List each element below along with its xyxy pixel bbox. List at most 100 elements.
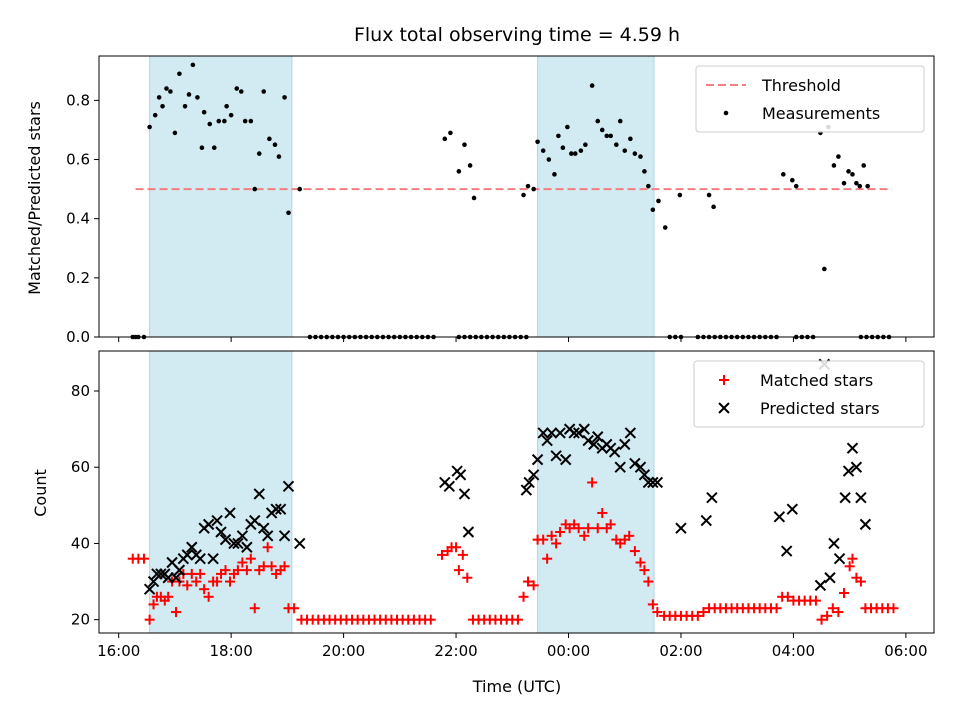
predicted-star-point: [170, 572, 182, 584]
predicted-star-point-b: [824, 572, 836, 584]
predicted-star-point-b: [675, 522, 687, 534]
predicted-star-point-b: [224, 507, 236, 519]
predicted-star-point-b: [588, 438, 600, 451]
matched-star-point: [425, 614, 436, 625]
predicted-star-point-b: [194, 552, 206, 565]
matched-star-point: [212, 576, 223, 587]
predicted-star-point-b: [855, 492, 867, 504]
matched-star-point: [698, 607, 709, 618]
predicted-star-point: [527, 469, 540, 481]
matched-star-point: [822, 610, 833, 621]
matched-star-point: [639, 565, 650, 576]
predicted-star-point: [675, 522, 687, 534]
observing-window-2: [537, 350, 655, 634]
predicted-star-point-b: [537, 427, 549, 439]
predicted-star-point-b: [592, 431, 604, 443]
predicted-star-point: [814, 579, 827, 592]
measurement-point: [608, 133, 613, 139]
measurement-point: [156, 95, 162, 100]
predicted-star-point: [780, 545, 793, 557]
measurement-point: [234, 86, 240, 91]
measurement-point: [216, 118, 222, 124]
matched-star-point: [528, 580, 539, 591]
matched-star-point: [573, 523, 584, 534]
predicted-star-point-b: [232, 537, 244, 550]
predicted-star-point-b: [780, 545, 793, 557]
matched-star-point: [225, 576, 236, 587]
predicted-star-point: [211, 514, 223, 527]
legend-box: [693, 360, 925, 428]
predicted-star-point: [219, 533, 232, 546]
matched-star-point: [771, 603, 782, 614]
matched-star-point: [171, 607, 182, 618]
measurement-point: [462, 142, 467, 148]
legend-matched-swatch: [719, 375, 729, 385]
predicted-star-point-b: [270, 503, 282, 515]
measurement-point: [662, 225, 668, 230]
ratio-panel: 0.0 0.2 0.4 0.6 0.8 Threshold Measurements: [66, 55, 935, 346]
x-tick-label: 20:00: [322, 642, 365, 660]
measurement-point: [471, 195, 477, 201]
predicted-star-point: [531, 453, 544, 466]
matched-star-point: [163, 591, 174, 602]
predicted-star-point: [224, 507, 236, 519]
matched-star-point: [453, 565, 464, 576]
measurement-point: [595, 118, 601, 124]
measurement-point: [182, 103, 188, 109]
predicted-star-point-b: [839, 492, 851, 504]
matched-star-point: [191, 576, 202, 587]
matched-star-point: [555, 527, 566, 538]
measurement-point: [556, 133, 561, 139]
y-tick-label: 0.4: [66, 210, 90, 228]
predicted-star-point-b: [181, 549, 193, 561]
predicted-star-point-b: [155, 568, 167, 580]
predicted-star-point-b: [700, 514, 712, 527]
predicted-star-point-b: [523, 476, 535, 489]
matched-star-point: [833, 607, 844, 618]
predicted-star-point: [614, 461, 626, 473]
measurement-point: [711, 204, 716, 210]
predicted-star-point: [568, 427, 580, 439]
predicted-star-point-b: [236, 530, 249, 542]
matched-star-point: [827, 603, 838, 614]
y-tick-label: 0.2: [66, 269, 90, 287]
matched-star-point: [546, 530, 557, 541]
x-tick-label: 06:00: [884, 642, 927, 660]
predicted-star-point-b: [253, 488, 265, 500]
measurement-point: [656, 198, 661, 204]
matched-star-point: [512, 614, 523, 625]
matched-star-point: [551, 538, 562, 549]
measurement-point: [261, 89, 267, 94]
measurement-point: [854, 180, 859, 186]
predicted-star-point: [846, 442, 859, 454]
measurement-point: [569, 151, 574, 156]
predicted-star-point-b: [651, 476, 664, 489]
predicted-star-point-b: [173, 564, 186, 576]
predicted-star-point-b: [833, 552, 846, 565]
predicted-star-point: [443, 480, 456, 492]
predicted-star-point-b: [814, 579, 827, 592]
measurement-point: [578, 148, 584, 153]
predicted-star-point: [155, 568, 167, 580]
y-tick-label: 0.0: [66, 328, 90, 346]
predicted-star-point-b: [828, 537, 840, 550]
matched-star-point: [451, 542, 462, 553]
predicted-star-point-b: [211, 514, 223, 527]
predicted-star-point: [181, 549, 193, 561]
legend: Matched stars Predicted stars: [693, 360, 925, 428]
measurement-point: [242, 118, 248, 124]
measurement-point: [638, 154, 643, 159]
measurement-point: [252, 186, 258, 192]
measurement-point: [248, 118, 254, 124]
measurement-point: [467, 163, 473, 168]
matched-star-point: [518, 591, 529, 602]
matched-star-point: [847, 553, 858, 564]
measurement-point: [211, 145, 217, 150]
measurement-point: [706, 192, 712, 198]
predicted-star-point-b: [258, 522, 270, 534]
measurement-point: [632, 151, 638, 156]
predicted-star-point: [454, 469, 467, 481]
predicted-star-point-b: [614, 461, 626, 473]
matched-star-point: [266, 561, 277, 572]
measurement-point: [164, 86, 169, 91]
